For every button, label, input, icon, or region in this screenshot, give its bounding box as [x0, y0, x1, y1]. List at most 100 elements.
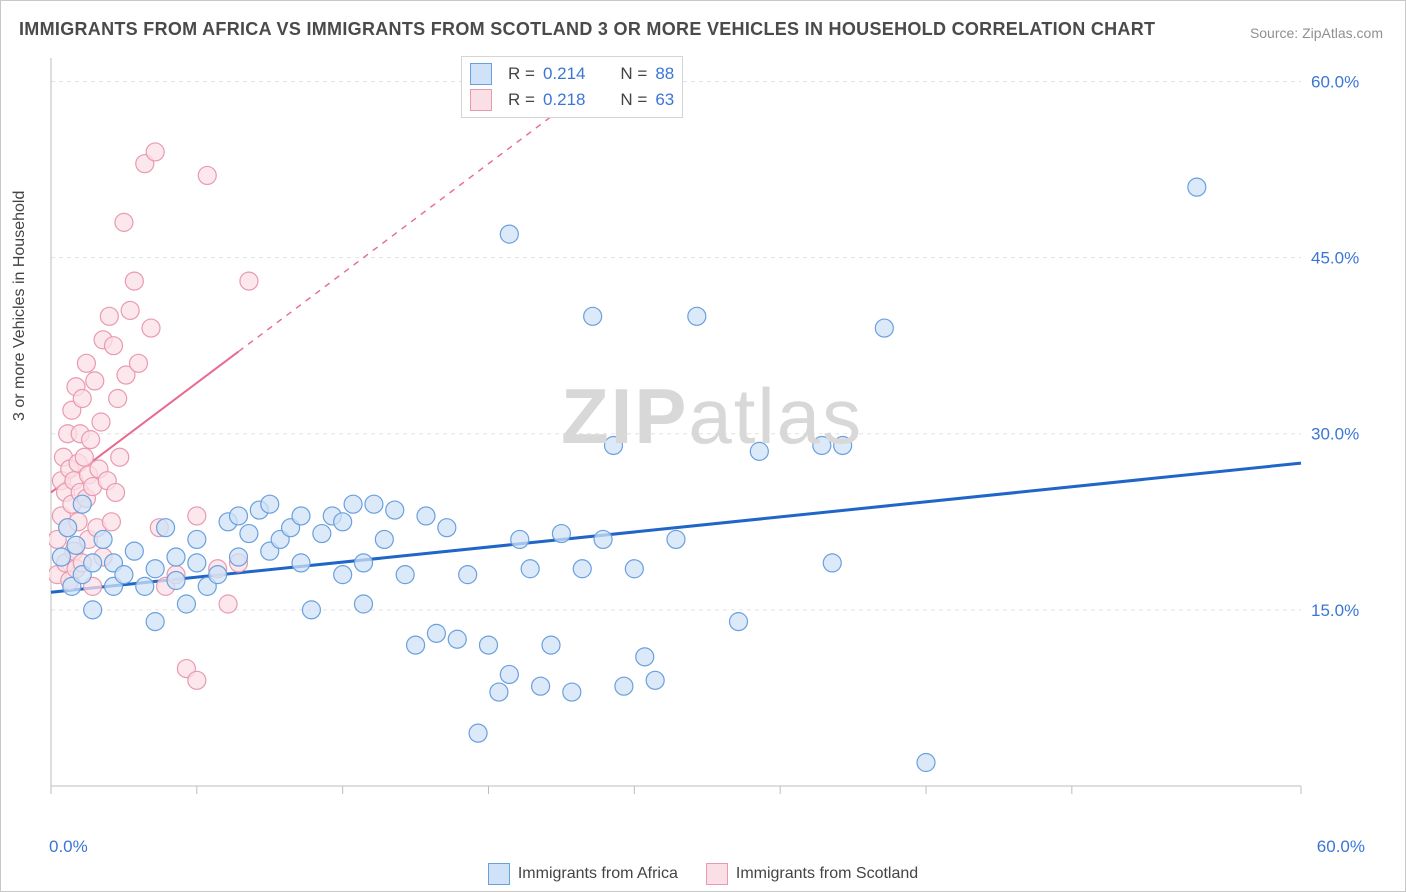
data-point-africa [625, 560, 643, 578]
data-point-africa [146, 613, 164, 631]
y-tick-label: 15.0% [1311, 601, 1359, 620]
data-point-africa [459, 566, 477, 584]
legend-label: Immigrants from Scotland [736, 865, 918, 882]
n-label: N = [620, 64, 647, 84]
data-point-africa [552, 525, 570, 543]
data-point-scotland [109, 390, 127, 408]
data-point-africa [834, 436, 852, 454]
legend-swatch [470, 63, 492, 85]
data-point-scotland [146, 143, 164, 161]
data-point-africa [646, 671, 664, 689]
source-attribution: Source: ZipAtlas.com [1250, 25, 1383, 41]
y-axis-label: 3 or more Vehicles in Household [11, 191, 29, 421]
data-point-africa [302, 601, 320, 619]
data-point-africa [365, 495, 383, 513]
correlation-legend-row: R = 0.214 N = 88 [470, 61, 674, 87]
data-point-africa [292, 507, 310, 525]
y-tick-label: 60.0% [1311, 72, 1359, 91]
data-point-africa [240, 525, 258, 543]
correlation-legend-row: R = 0.218 N = 63 [470, 87, 674, 113]
data-point-africa [1188, 178, 1206, 196]
data-point-scotland [188, 671, 206, 689]
data-point-africa [427, 624, 445, 642]
data-point-africa [823, 554, 841, 572]
data-point-africa [500, 225, 518, 243]
data-point-africa [605, 436, 623, 454]
legend-item: Immigrants from Africa [488, 863, 678, 885]
data-point-scotland [107, 483, 125, 501]
data-point-scotland [73, 390, 91, 408]
data-point-scotland [198, 166, 216, 184]
r-label: R = [508, 90, 535, 110]
scatter-plot-svg: 15.0%30.0%45.0%60.0% [49, 56, 1369, 826]
data-point-africa [125, 542, 143, 560]
legend-swatch [470, 89, 492, 111]
data-point-africa [500, 665, 518, 683]
data-point-africa [355, 595, 373, 613]
chart-container: IMMIGRANTS FROM AFRICA VS IMMIGRANTS FRO… [0, 0, 1406, 892]
series-legend: Immigrants from Africa Immigrants from Sc… [1, 863, 1405, 885]
data-point-africa [594, 530, 612, 548]
data-point-africa [438, 519, 456, 537]
data-point-africa [480, 636, 498, 654]
data-point-africa [386, 501, 404, 519]
data-point-scotland [188, 507, 206, 525]
data-point-africa [813, 436, 831, 454]
data-point-africa [334, 566, 352, 584]
data-point-scotland [240, 272, 258, 290]
data-point-africa [636, 648, 654, 666]
data-point-africa [188, 554, 206, 572]
data-point-africa [615, 677, 633, 695]
data-point-scotland [82, 431, 100, 449]
data-point-africa [157, 519, 175, 537]
data-point-africa [146, 560, 164, 578]
data-point-africa [167, 548, 185, 566]
data-point-africa [344, 495, 362, 513]
data-point-africa [313, 525, 331, 543]
r-label: R = [508, 64, 535, 84]
data-point-africa [84, 554, 102, 572]
legend-item: Immigrants from Scotland [706, 863, 918, 885]
data-point-scotland [125, 272, 143, 290]
data-point-africa [375, 530, 393, 548]
data-point-africa [469, 724, 487, 742]
data-point-africa [167, 572, 185, 590]
data-point-scotland [77, 354, 95, 372]
data-point-africa [532, 677, 550, 695]
legend-swatch [488, 863, 510, 885]
r-value: 0.214 [543, 64, 586, 84]
data-point-africa [230, 548, 248, 566]
data-point-scotland [86, 372, 104, 390]
n-value: 63 [655, 90, 674, 110]
n-label: N = [620, 90, 647, 110]
data-point-africa [875, 319, 893, 337]
r-value: 0.218 [543, 90, 586, 110]
data-point-scotland [75, 448, 93, 466]
data-point-africa [84, 601, 102, 619]
data-point-africa [750, 442, 768, 460]
data-point-africa [59, 519, 77, 537]
data-point-africa [667, 530, 685, 548]
data-point-scotland [219, 595, 237, 613]
data-point-africa [177, 595, 195, 613]
data-point-africa [542, 636, 560, 654]
data-point-scotland [121, 301, 139, 319]
data-point-africa [417, 507, 435, 525]
data-point-scotland [115, 213, 133, 231]
correlation-legend: R = 0.214 N = 88R = 0.218 N = 63 [461, 56, 683, 118]
data-point-africa [730, 613, 748, 631]
data-point-scotland [111, 448, 129, 466]
data-point-africa [396, 566, 414, 584]
y-tick-label: 45.0% [1311, 249, 1359, 268]
data-point-africa [688, 307, 706, 325]
data-point-africa [573, 560, 591, 578]
data-point-scotland [130, 354, 148, 372]
data-point-africa [584, 307, 602, 325]
data-point-africa [67, 536, 85, 554]
trend-line-africa [51, 463, 1301, 592]
data-point-africa [521, 560, 539, 578]
data-point-africa [94, 530, 112, 548]
data-point-africa [52, 548, 70, 566]
n-value: 88 [655, 64, 674, 84]
data-point-scotland [92, 413, 110, 431]
